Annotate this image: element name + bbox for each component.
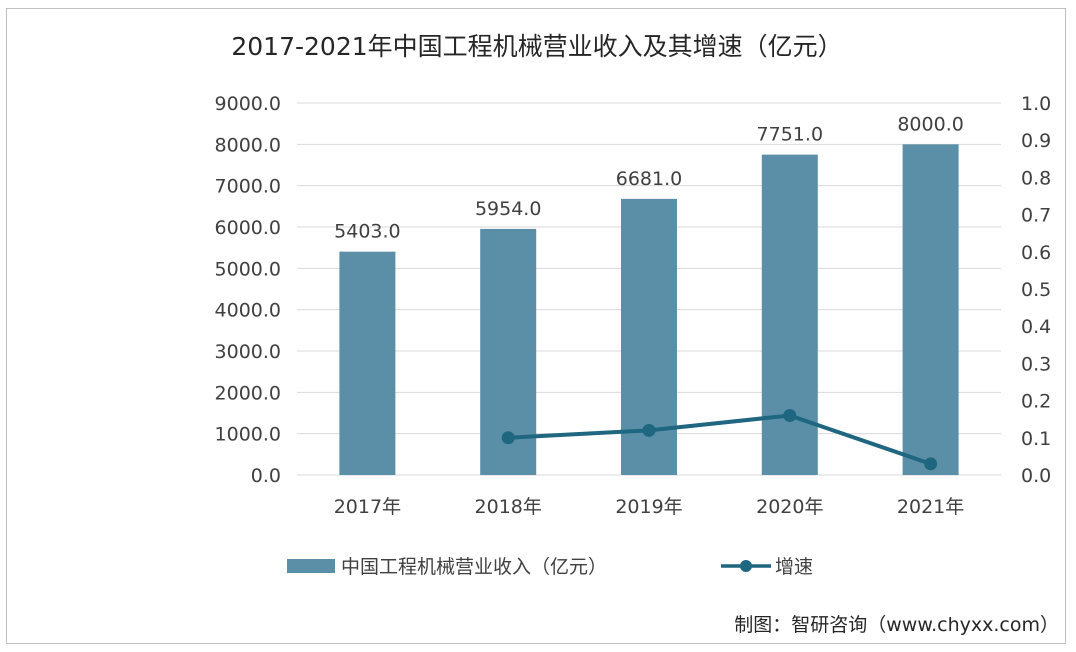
growth-line [508, 413, 932, 466]
right-axis-tick-label: 0.9 [1021, 130, 1051, 152]
legend-swatch-revenue [287, 559, 335, 573]
right-axis-tick-label: 1.0 [1021, 93, 1051, 115]
x-axis-tick-label: 2020年 [756, 496, 823, 518]
x-axis-tick-label: 2019年 [615, 496, 682, 518]
growth-point [642, 423, 656, 437]
x-axis-tick-label: 2018年 [475, 496, 542, 518]
bar-value-label: 5403.0 [334, 221, 400, 243]
left-axis-tick-label: 5000.0 [215, 258, 281, 280]
right-axis-tick-label: 0.2 [1021, 391, 1051, 413]
x-axis-ticks: 2017年 2018年 2019年 2020年 2021年 [334, 496, 965, 518]
x-axis-tick-label: 2017年 [334, 496, 401, 518]
right-axis-tick-label: 0.8 [1021, 167, 1051, 189]
source-credit: 制图：智研咨询（www.chyxx.com） [734, 614, 1059, 636]
right-axis-tick-label: 0.1 [1021, 428, 1051, 450]
left-axis-tick-label: 1000.0 [215, 424, 281, 446]
left-axis-tick-label: 0.0 [251, 465, 281, 487]
left-axis-tick-label: 9000.0 [215, 93, 281, 115]
growth-point [924, 457, 938, 471]
right-axis-tick-label: 0.7 [1021, 205, 1051, 227]
left-axis-tick-label: 4000.0 [215, 300, 281, 322]
line-series [501, 408, 938, 471]
legend: 中国工程机械营业收入（亿元） 增速 [287, 556, 813, 578]
bar-value-label: 6681.0 [616, 168, 682, 190]
bar-data-labels: 5403.0 5954.0 6681.0 7751.0 8000.0 [334, 113, 964, 242]
bar-revenue [339, 251, 396, 475]
bar-revenue [761, 154, 818, 475]
chart-title: 2017-2021年中国工程机械营业收入及其增速（亿元） [231, 32, 842, 61]
bar-value-label: 7751.0 [757, 124, 823, 146]
right-axis-tick-label: 0.4 [1021, 316, 1051, 338]
chart-frame: 2017-2021年中国工程机械营业收入及其增速（亿元） 0.0 1000.0 20… [6, 8, 1066, 644]
right-axis-tick-label: 0.3 [1021, 353, 1051, 375]
right-axis-tick-label: 0.5 [1021, 279, 1051, 301]
right-axis-tick-label: 0.6 [1021, 242, 1051, 264]
legend-swatch-growth-marker [740, 560, 752, 572]
right-axis-tick-label: 0.0 [1021, 465, 1051, 487]
left-axis-ticks: 0.0 1000.0 2000.0 3000.0 4000.0 5000.0 6000.0 7… [215, 93, 281, 487]
left-axis-tick-label: 3000.0 [215, 341, 281, 363]
legend-label-revenue: 中国工程机械营业收入（亿元） [341, 556, 607, 578]
left-axis-tick-label: 7000.0 [215, 176, 281, 198]
bar-value-label: 5954.0 [475, 198, 541, 220]
bar-value-label: 8000.0 [897, 113, 963, 135]
left-axis-tick-label: 2000.0 [215, 382, 281, 404]
chart-canvas: 2017-2021年中国工程机械营业收入及其增速（亿元） 0.0 1000.0 20… [215, 32, 1059, 636]
growth-point [501, 431, 515, 445]
left-axis-tick-label: 6000.0 [215, 217, 281, 239]
bar-revenue [902, 144, 959, 476]
x-axis-tick-label: 2021年 [897, 496, 964, 518]
left-axis-tick-label: 8000.0 [215, 134, 281, 156]
legend-label-growth: 增速 [775, 556, 813, 578]
growth-point [783, 408, 797, 422]
right-axis-ticks: 0.0 0.1 0.2 0.3 0.4 0.5 0.6 0.7 0.8 0.9 1.0 [1021, 93, 1051, 487]
